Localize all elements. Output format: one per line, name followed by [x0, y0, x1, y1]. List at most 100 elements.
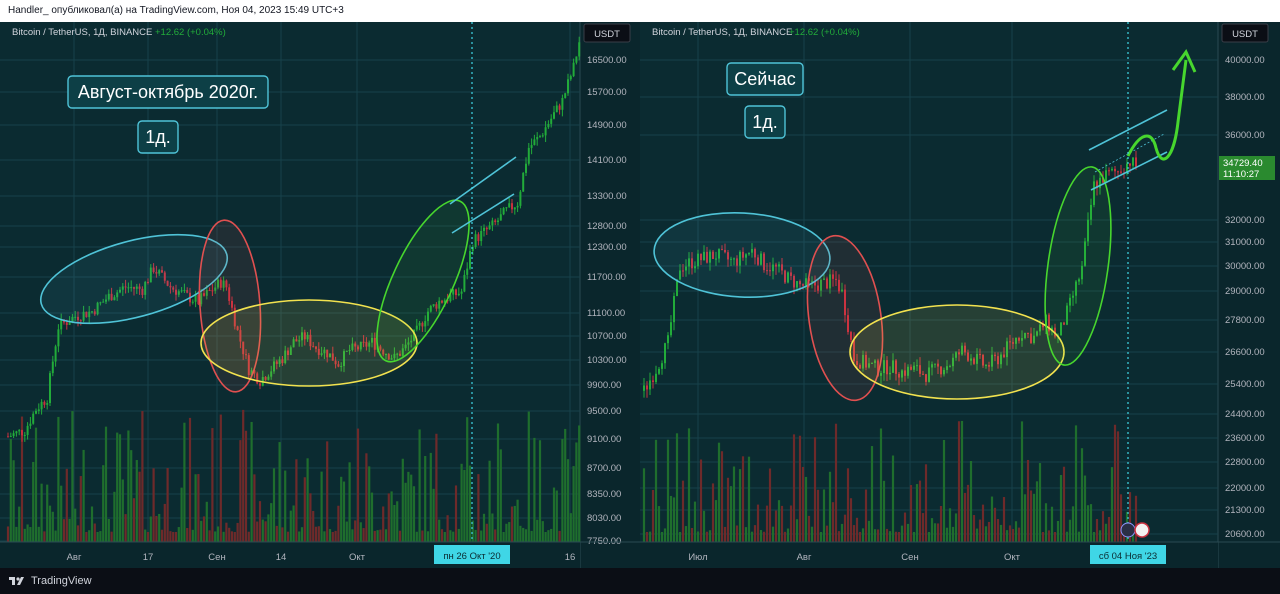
candle-body	[910, 366, 912, 370]
volume-bar	[1038, 463, 1042, 542]
candle-body	[107, 293, 110, 300]
volume-bar	[765, 505, 769, 542]
candle-body	[925, 374, 927, 382]
candle-body	[1084, 241, 1086, 266]
volume-bar	[281, 527, 284, 542]
volume-bar	[834, 423, 838, 542]
volume-bar	[250, 421, 253, 542]
volume-bar	[702, 510, 706, 542]
volume-bar	[1011, 528, 1015, 542]
volume-bar	[891, 455, 895, 542]
candle-body	[231, 300, 233, 308]
volume-bar	[756, 504, 760, 542]
volume-bar	[323, 531, 326, 542]
x-tick-label: Окт	[349, 552, 366, 563]
volume-bar	[320, 471, 323, 542]
volume-bar	[435, 433, 438, 542]
candle-body	[57, 329, 60, 347]
volume-bar	[163, 503, 166, 542]
candle-body	[769, 270, 771, 272]
volume-bar	[966, 484, 970, 542]
volume-bar	[912, 531, 916, 542]
chart-right[interactable]: Bitcoin / TetherUS, 1Д, BINANCE+12.62 (+…	[640, 22, 1280, 568]
volume-bar	[777, 500, 781, 542]
candle-body	[646, 385, 648, 390]
volume-bar	[858, 531, 862, 542]
candle-body	[410, 340, 413, 343]
volume-bar	[693, 501, 697, 542]
volume-bar	[368, 466, 371, 542]
price-scale-panel	[580, 22, 640, 568]
volume-bar	[699, 459, 703, 542]
x-tick-label: Авг	[797, 552, 812, 563]
volume-bar	[867, 520, 871, 542]
symbol-label: Bitcoin / TetherUS, 1Д, BINANCE	[652, 27, 792, 38]
candle-body	[343, 351, 345, 367]
candle-body	[309, 334, 312, 347]
candle-body	[477, 234, 480, 242]
highlight-ellipse-1	[653, 212, 831, 298]
volume-bar	[876, 529, 880, 542]
volume-bar	[141, 411, 144, 542]
candle-body	[393, 353, 396, 359]
volume-bar	[819, 531, 823, 542]
volume-bar	[54, 530, 57, 542]
volume-bar	[569, 513, 572, 542]
volume-bar	[505, 523, 508, 542]
volume-bar	[166, 468, 169, 542]
crosshair-date-label: сб 04 Ноя '23	[1099, 551, 1157, 562]
candle-body	[1024, 332, 1026, 339]
volume-bar	[65, 468, 68, 542]
volume-bar	[864, 489, 868, 542]
candle-body	[289, 347, 292, 356]
volume-bar	[933, 523, 937, 542]
candle-body	[135, 286, 138, 289]
volume-bar	[849, 498, 853, 542]
candle-body	[186, 290, 189, 293]
candle-body	[203, 293, 205, 296]
candle-body	[985, 365, 987, 367]
candle-body	[757, 257, 759, 265]
candle-body	[379, 346, 382, 350]
candle-body	[550, 118, 553, 124]
volume-bar	[180, 487, 183, 542]
candle-body	[700, 253, 702, 261]
volume-bar	[29, 527, 32, 542]
volume-bar	[146, 531, 150, 542]
candle-body	[1135, 157, 1137, 167]
candle-body	[54, 346, 57, 362]
volume-bar	[242, 409, 245, 542]
volume-bar	[783, 531, 787, 542]
candle-body	[511, 203, 513, 210]
candle-body	[362, 341, 365, 343]
volume-bar	[387, 493, 390, 542]
y-tick-label: 23600.00	[1225, 433, 1265, 444]
candle-body	[26, 425, 29, 435]
volume-bar	[1128, 492, 1132, 542]
volume-bar	[524, 529, 528, 542]
volume-bar	[90, 506, 94, 542]
annotation-frame	[67, 75, 269, 109]
candle-body	[811, 280, 813, 282]
candle-body	[166, 280, 169, 286]
candle-body	[413, 329, 415, 341]
volume-bar	[1065, 531, 1069, 542]
volume-bar	[454, 485, 458, 542]
candle-body	[102, 301, 105, 303]
candle-body	[177, 291, 180, 295]
candle-body	[298, 340, 301, 342]
volume-bar	[418, 429, 421, 542]
volume-bar	[1104, 523, 1108, 542]
volume-bar	[76, 525, 80, 542]
candle-body	[880, 373, 882, 376]
volume-bar	[642, 468, 646, 542]
chart-left[interactable]: Bitcoin / TetherUS, 1Д, BINANCE +12.62 (+…	[0, 22, 640, 568]
volume-bar	[942, 440, 946, 542]
volume-bar	[1047, 530, 1051, 542]
volume-bar	[519, 525, 522, 542]
candle-body	[161, 270, 163, 273]
candle-body	[907, 366, 909, 376]
y-tick-label: 40000.00	[1225, 55, 1265, 66]
candle-body	[730, 258, 732, 260]
annotation-box-1: Август-октябрь 2020г.	[67, 75, 269, 109]
